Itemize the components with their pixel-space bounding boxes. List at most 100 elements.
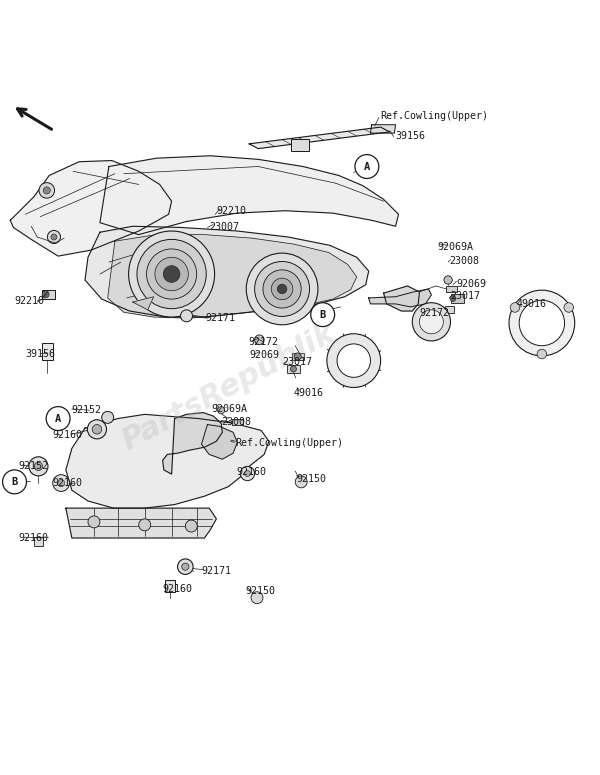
- Text: 49016: 49016: [294, 388, 324, 398]
- Circle shape: [537, 350, 547, 359]
- Circle shape: [53, 475, 70, 491]
- Text: 92160: 92160: [52, 430, 82, 440]
- Circle shape: [46, 407, 70, 430]
- Circle shape: [42, 291, 49, 298]
- Bar: [287, 365, 300, 373]
- Circle shape: [254, 335, 264, 345]
- Circle shape: [564, 303, 574, 312]
- Circle shape: [139, 519, 151, 531]
- Bar: [34, 537, 43, 546]
- Text: 92150: 92150: [296, 474, 326, 484]
- Text: 92171: 92171: [202, 566, 232, 576]
- Circle shape: [244, 470, 250, 477]
- Text: 92069: 92069: [249, 350, 279, 360]
- Polygon shape: [368, 289, 431, 307]
- Bar: [232, 418, 242, 425]
- Text: Ref.Cowling(Upper): Ref.Cowling(Upper): [235, 438, 343, 448]
- Circle shape: [251, 592, 263, 604]
- Text: 92172: 92172: [419, 308, 449, 319]
- Circle shape: [327, 334, 380, 388]
- Bar: [445, 305, 454, 313]
- Text: 23008: 23008: [221, 417, 251, 427]
- Circle shape: [290, 366, 296, 372]
- Circle shape: [102, 412, 113, 423]
- Polygon shape: [163, 412, 223, 474]
- Text: Ref.Cowling(Upper): Ref.Cowling(Upper): [380, 111, 488, 121]
- Text: 92160: 92160: [236, 467, 266, 477]
- Text: 39156: 39156: [395, 131, 425, 141]
- Text: 92069A: 92069A: [437, 242, 473, 252]
- Polygon shape: [133, 297, 154, 310]
- Circle shape: [509, 290, 575, 356]
- Circle shape: [51, 234, 57, 240]
- Text: 92069A: 92069A: [212, 404, 248, 414]
- Text: 92210: 92210: [217, 205, 247, 215]
- Circle shape: [277, 284, 287, 294]
- Text: 92152: 92152: [72, 405, 102, 415]
- Bar: [292, 353, 304, 360]
- Circle shape: [181, 310, 193, 322]
- Bar: [42, 290, 55, 299]
- Circle shape: [271, 278, 293, 300]
- Circle shape: [412, 303, 451, 341]
- Circle shape: [58, 480, 65, 487]
- Polygon shape: [10, 160, 172, 256]
- Circle shape: [240, 467, 254, 480]
- Polygon shape: [107, 235, 357, 319]
- Text: 23017: 23017: [282, 357, 312, 367]
- Circle shape: [88, 420, 107, 439]
- Text: 92069: 92069: [457, 278, 487, 288]
- Text: 92172: 92172: [248, 336, 278, 346]
- Circle shape: [155, 257, 188, 291]
- Circle shape: [2, 470, 26, 494]
- Circle shape: [178, 559, 193, 574]
- Polygon shape: [85, 226, 368, 317]
- Text: PartsRepublik: PartsRepublik: [116, 319, 340, 456]
- Circle shape: [39, 183, 55, 198]
- Text: 92160: 92160: [18, 533, 48, 543]
- Circle shape: [263, 270, 301, 308]
- Text: 92150: 92150: [245, 586, 275, 595]
- Circle shape: [337, 344, 370, 377]
- Circle shape: [519, 300, 565, 346]
- Circle shape: [47, 230, 61, 243]
- Circle shape: [355, 154, 379, 178]
- Polygon shape: [66, 415, 269, 508]
- Polygon shape: [249, 127, 389, 149]
- Circle shape: [146, 249, 197, 299]
- Text: 92160: 92160: [163, 584, 193, 594]
- Bar: [451, 294, 464, 303]
- Circle shape: [444, 276, 452, 284]
- Text: 23007: 23007: [209, 222, 239, 232]
- Text: 92152: 92152: [18, 461, 48, 471]
- Text: 23017: 23017: [451, 291, 481, 301]
- Polygon shape: [100, 156, 398, 235]
- Text: 92171: 92171: [206, 312, 236, 322]
- Bar: [291, 139, 309, 151]
- Circle shape: [294, 353, 301, 360]
- Text: 39156: 39156: [25, 349, 55, 359]
- Bar: [446, 286, 457, 292]
- Text: 92160: 92160: [52, 478, 82, 488]
- Circle shape: [128, 231, 215, 317]
- Polygon shape: [370, 125, 395, 133]
- Circle shape: [88, 516, 100, 528]
- Text: A: A: [364, 161, 370, 171]
- Polygon shape: [202, 425, 237, 459]
- Polygon shape: [383, 286, 419, 311]
- Circle shape: [295, 476, 307, 487]
- Circle shape: [311, 303, 335, 326]
- Text: B: B: [11, 477, 17, 487]
- Text: A: A: [55, 414, 61, 424]
- Circle shape: [34, 462, 43, 470]
- Circle shape: [419, 310, 443, 334]
- Circle shape: [246, 253, 318, 325]
- Text: B: B: [320, 310, 326, 319]
- Circle shape: [92, 425, 102, 434]
- Circle shape: [450, 295, 456, 301]
- Circle shape: [218, 407, 225, 414]
- Circle shape: [185, 520, 197, 532]
- Circle shape: [163, 266, 180, 282]
- Circle shape: [137, 239, 206, 308]
- Circle shape: [182, 563, 189, 570]
